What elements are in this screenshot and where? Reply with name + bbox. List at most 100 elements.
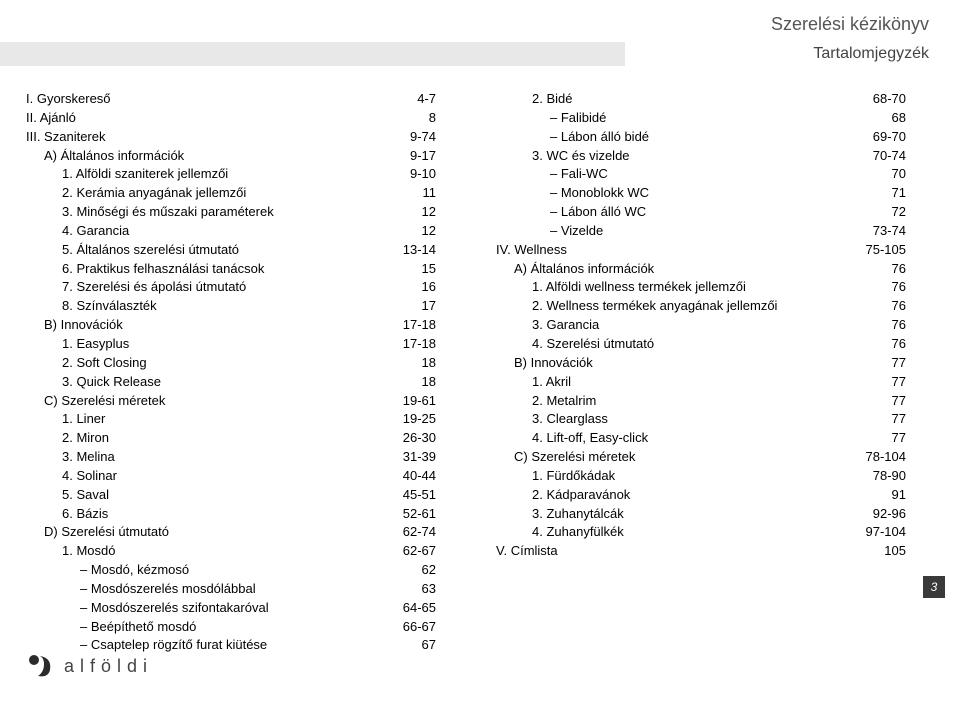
toc-label: – Beépíthető mosdó bbox=[26, 618, 391, 637]
document-title: Szerelési kézikönyv bbox=[771, 14, 929, 35]
toc-label: 4. Zuhanyfülkék bbox=[496, 523, 854, 542]
toc-row: 4. Garancia12 bbox=[26, 222, 436, 241]
toc-row: 4. Zuhanyfülkék97-104 bbox=[496, 523, 906, 542]
toc-label: 8. Színválaszték bbox=[26, 297, 410, 316]
toc-row: 7. Szerelési és ápolási útmutató16 bbox=[26, 278, 436, 297]
toc-row: II. Ajánló8 bbox=[26, 109, 436, 128]
toc-page: 62-74 bbox=[391, 523, 436, 542]
toc-row: 6. Praktikus felhasználási tanácsok15 bbox=[26, 260, 436, 279]
toc-label: – Mosdószerelés szifontakaróval bbox=[26, 599, 391, 618]
toc-row: 1. Fürdőkádak78-90 bbox=[496, 467, 906, 486]
toc-label: 4. Solinar bbox=[26, 467, 391, 486]
toc-row: – Mosdószerelés szifontakaróval64-65 bbox=[26, 599, 436, 618]
toc-page: 67 bbox=[410, 636, 436, 655]
toc-page: 77 bbox=[880, 392, 906, 411]
toc-row: 2. Metalrim77 bbox=[496, 392, 906, 411]
toc-page: 9-10 bbox=[398, 165, 436, 184]
toc-row: 3. Zuhanytálcák92-96 bbox=[496, 505, 906, 524]
toc-row: V. Címlista105 bbox=[496, 542, 906, 561]
toc-label: 3. WC és vizelde bbox=[496, 147, 861, 166]
toc-page: 64-65 bbox=[391, 599, 436, 618]
toc-row: 1. Akril77 bbox=[496, 373, 906, 392]
toc-row: – Beépíthető mosdó66-67 bbox=[26, 618, 436, 637]
toc-row: 3. Clearglass77 bbox=[496, 410, 906, 429]
toc-page: 78-104 bbox=[854, 448, 906, 467]
toc-page: 19-25 bbox=[391, 410, 436, 429]
toc-row: – Mosdószerelés mosdólábbal63 bbox=[26, 580, 436, 599]
toc-label: – Fali-WC bbox=[496, 165, 880, 184]
toc-row: – Mosdó, kézmosó62 bbox=[26, 561, 436, 580]
toc-label: 3. Minőségi és műszaki paraméterek bbox=[26, 203, 410, 222]
toc-row: 3. Minőségi és műszaki paraméterek12 bbox=[26, 203, 436, 222]
toc-page: 19-61 bbox=[391, 392, 436, 411]
toc-page: 62 bbox=[410, 561, 436, 580]
toc-row: C) Szerelési méretek78-104 bbox=[496, 448, 906, 467]
toc-row: 1. Alföldi wellness termékek jellemzői76 bbox=[496, 278, 906, 297]
toc-page: 76 bbox=[880, 316, 906, 335]
toc-row: 1. Liner19-25 bbox=[26, 410, 436, 429]
toc-page: 78-90 bbox=[861, 467, 906, 486]
toc-page: 52-61 bbox=[391, 505, 436, 524]
toc-page: 18 bbox=[410, 373, 436, 392]
toc-label: II. Ajánló bbox=[26, 109, 417, 128]
toc-label: – Lábon álló bidé bbox=[496, 128, 861, 147]
toc-label: 2. Metalrim bbox=[496, 392, 880, 411]
toc-row: 8. Színválaszték17 bbox=[26, 297, 436, 316]
toc-row: C) Szerelési méretek19-61 bbox=[26, 392, 436, 411]
toc-row: 4. Szerelési útmutató76 bbox=[496, 335, 906, 354]
toc-label: 3. Garancia bbox=[496, 316, 880, 335]
toc-label: 2. Bidé bbox=[496, 90, 861, 109]
toc-label: 4. Garancia bbox=[26, 222, 410, 241]
toc-page: 68-70 bbox=[861, 90, 906, 109]
toc-label: 4. Szerelési útmutató bbox=[496, 335, 880, 354]
toc-label: 3. Clearglass bbox=[496, 410, 880, 429]
toc-row: 3. WC és vizelde70-74 bbox=[496, 147, 906, 166]
toc-label: 1. Liner bbox=[26, 410, 391, 429]
toc-label: B) Innovációk bbox=[26, 316, 391, 335]
toc-label: 6. Praktikus felhasználási tanácsok bbox=[26, 260, 410, 279]
toc-page: 12 bbox=[410, 222, 436, 241]
toc-page: 92-96 bbox=[861, 505, 906, 524]
toc-page: 91 bbox=[880, 486, 906, 505]
toc-label: 1. Akril bbox=[496, 373, 880, 392]
toc-page: 11 bbox=[411, 184, 437, 203]
toc-label: 2. Miron bbox=[26, 429, 391, 448]
toc-page: 18 bbox=[410, 354, 436, 373]
toc-label: 2. Wellness termékek anyagának jellemzői bbox=[496, 297, 880, 316]
toc-row: 1. Alföldi szaniterek jellemzői9-10 bbox=[26, 165, 436, 184]
toc-label: – Lábon álló WC bbox=[496, 203, 880, 222]
page-number: 3 bbox=[923, 576, 945, 598]
toc-row: A) Általános információk76 bbox=[496, 260, 906, 279]
toc-page: 45-51 bbox=[391, 486, 436, 505]
toc-row: 5. Általános szerelési útmutató13-14 bbox=[26, 241, 436, 260]
toc-page: 62-67 bbox=[391, 542, 436, 561]
toc-page: 77 bbox=[880, 429, 906, 448]
toc-row: III. Szaniterek9-74 bbox=[26, 128, 436, 147]
toc-page: 97-104 bbox=[854, 523, 906, 542]
toc-page: 63 bbox=[410, 580, 436, 599]
toc-label: 2. Kádparavánok bbox=[496, 486, 880, 505]
toc-row: 2. Bidé68-70 bbox=[496, 90, 906, 109]
toc-row: – Vizelde73-74 bbox=[496, 222, 906, 241]
toc-row: A) Általános információk9-17 bbox=[26, 147, 436, 166]
toc-page: 12 bbox=[410, 203, 436, 222]
toc-row: 4. Solinar40-44 bbox=[26, 467, 436, 486]
toc-row: – Monoblokk WC71 bbox=[496, 184, 906, 203]
toc-label: – Falibidé bbox=[496, 109, 880, 128]
toc-label: I. Gyorskereső bbox=[26, 90, 405, 109]
toc-row: 2. Wellness termékek anyagának jellemzői… bbox=[496, 297, 906, 316]
toc-page: 66-67 bbox=[391, 618, 436, 637]
toc-page: 77 bbox=[880, 373, 906, 392]
toc-label: C) Szerelési méretek bbox=[496, 448, 854, 467]
toc-page: 17-18 bbox=[391, 335, 436, 354]
toc-row: – Lábon álló bidé69-70 bbox=[496, 128, 906, 147]
toc-row: 6. Bázis52-61 bbox=[26, 505, 436, 524]
toc-page: 9-17 bbox=[398, 147, 436, 166]
toc-label: IV. Wellness bbox=[496, 241, 854, 260]
toc-label: 2. Kerámia anyagának jellemzői bbox=[26, 184, 411, 203]
logo-text: alföldi bbox=[64, 656, 153, 677]
toc-label: 5. Általános szerelési útmutató bbox=[26, 241, 391, 260]
toc-page: 70 bbox=[880, 165, 906, 184]
toc-row: 2. Kádparavánok91 bbox=[496, 486, 906, 505]
document-subtitle: Tartalomjegyzék bbox=[813, 45, 929, 63]
